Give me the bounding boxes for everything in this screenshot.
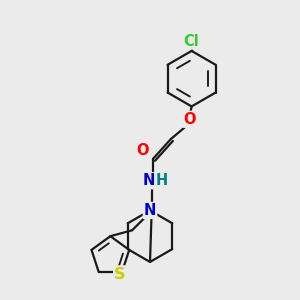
Text: H: H: [156, 173, 168, 188]
Text: N: N: [143, 173, 155, 188]
Text: O: O: [183, 112, 196, 127]
Text: S: S: [114, 266, 126, 281]
Text: N: N: [144, 203, 156, 218]
Text: O: O: [136, 143, 148, 158]
Text: Cl: Cl: [184, 34, 200, 49]
